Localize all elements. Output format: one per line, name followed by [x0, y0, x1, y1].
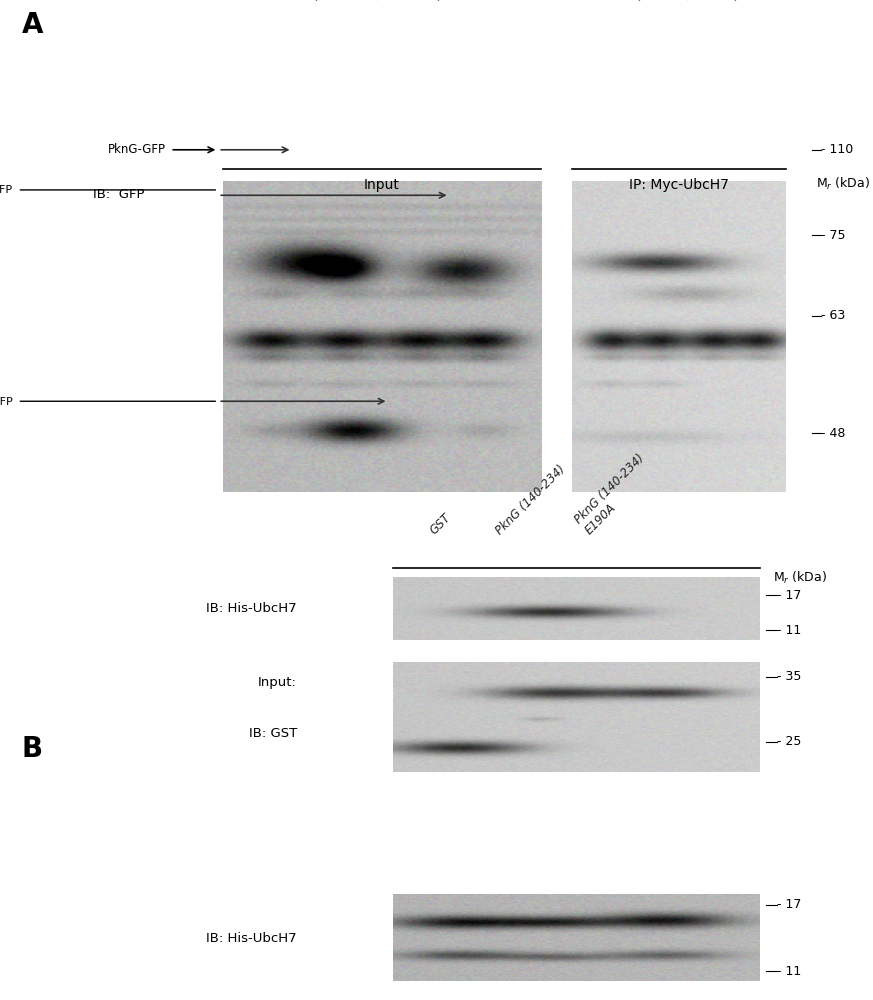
Text: Input: Input [364, 178, 400, 192]
Text: IB: GST: IB: GST [249, 727, 297, 740]
Text: A: A [22, 11, 44, 39]
Text: M$_r$ (kDa): M$_r$ (kDa) [773, 570, 827, 586]
Text: M$_r$ (kDa): M$_r$ (kDa) [816, 175, 870, 192]
Text: Input:: Input: [258, 676, 297, 689]
Text: IB:  GFP: IB: GFP [93, 188, 144, 201]
Text: Vector: Vector [585, 0, 621, 3]
Text: PknG (140-234): PknG (140-234) [493, 463, 568, 537]
Text: - 48: - 48 [821, 427, 845, 440]
Text: - 75: - 75 [821, 229, 845, 242]
Text: PknG Δ140-234-GFP: PknG Δ140-234-GFP [729, 0, 822, 3]
Text: PknG (140-234)-GFP: PknG (140-234)-GFP [371, 0, 465, 3]
Text: IP: Myc-UbcH7: IP: Myc-UbcH7 [629, 178, 729, 192]
Text: IB: His-UbcH7: IB: His-UbcH7 [206, 602, 297, 615]
Text: - 17: - 17 [777, 898, 801, 911]
Text: PknG (140-234)
E190A: PknG (140-234) E190A [572, 452, 657, 537]
Text: - 110: - 110 [821, 143, 853, 156]
Text: IB: His-UbcH7: IB: His-UbcH7 [206, 932, 297, 945]
Text: - 35: - 35 [777, 670, 801, 683]
Text: - 17: - 17 [777, 589, 801, 602]
Text: PknGΔ140-234-GFP: PknGΔ140-234-GFP [0, 185, 13, 195]
Text: B: B [22, 735, 43, 763]
Text: PknG (140-234)-GFP: PknG (140-234)-GFP [681, 0, 775, 3]
Text: - 11: - 11 [777, 624, 801, 637]
Text: PknG (140-234)-GFP: PknG (140-234)-GFP [0, 396, 13, 406]
Text: - 11: - 11 [777, 965, 801, 978]
Text: PknG Δ140-234-GFP: PknG Δ140-234-GFP [432, 0, 526, 3]
Text: GST: GST [428, 511, 454, 537]
Text: PknG-GFP: PknG-GFP [108, 143, 166, 156]
Text: PknG-GFP: PknG-GFP [310, 0, 360, 3]
Text: Vector: Vector [253, 0, 289, 3]
Text: PknG-GFP: PknG-GFP [633, 0, 683, 3]
Text: - 63: - 63 [821, 309, 845, 322]
Text: - 25: - 25 [777, 735, 801, 748]
